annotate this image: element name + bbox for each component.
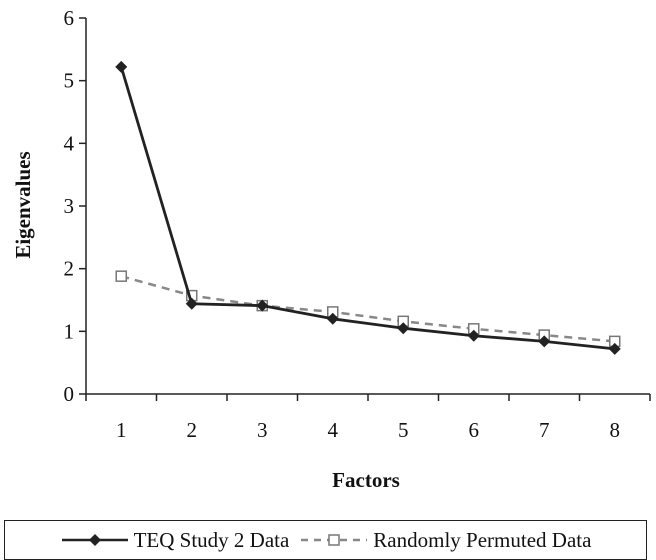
data-point-teq — [608, 342, 621, 355]
y-axis-title: Eigenvalues — [11, 151, 35, 258]
x-tick-label: 7 — [539, 418, 550, 442]
y-tick-label: 4 — [64, 131, 75, 155]
legend-entry-random: Randomly Permuted Data — [299, 528, 591, 553]
data-point-teq — [467, 329, 480, 342]
legend-swatch-dashed-square — [301, 534, 368, 546]
data-point-teq — [326, 312, 339, 325]
y-tick-label: 6 — [64, 6, 75, 30]
y-tick-label: 1 — [64, 319, 75, 343]
legend-entry-teq: TEQ Study 2 Data — [60, 527, 290, 553]
legend-label-random: Randomly Permuted Data — [373, 527, 592, 552]
x-tick-label: 5 — [398, 418, 409, 442]
tick-labels: 0 1 2 3 4 5 6 1 2 3 4 5 6 7 8 — [64, 6, 621, 442]
y-tick-label: 2 — [64, 257, 75, 281]
y-tick-label: 5 — [64, 69, 75, 93]
scree-plot: 0 1 2 3 4 5 6 1 2 3 4 5 6 7 8 Eigenvalues Factors — [11, 6, 651, 492]
x-tick-label: 1 — [116, 418, 127, 442]
x-axis-title: Factors — [332, 468, 400, 492]
data-point-teq — [397, 322, 410, 335]
data-point-teq — [256, 299, 269, 312]
x-tick-label: 6 — [469, 418, 480, 442]
data-point-teq — [115, 60, 128, 73]
x-tick-label: 2 — [187, 418, 198, 442]
x-tick-label: 4 — [328, 418, 339, 442]
data-point-teq — [185, 297, 198, 310]
y-tick-label: 3 — [64, 194, 75, 218]
legend: TEQ Study 2 Data Randomly Permuted Data — [4, 520, 647, 560]
legend-swatch-solid-diamond — [61, 534, 128, 546]
x-tick-label: 8 — [610, 418, 621, 442]
legend-label-teq: TEQ Study 2 Data — [133, 527, 290, 552]
series-line-random — [120, 274, 615, 343]
data-point-random — [115, 270, 127, 282]
data-series — [115, 60, 621, 355]
y-tick-label: 0 — [64, 382, 75, 406]
data-point-teq — [538, 335, 551, 348]
x-tick-label: 3 — [257, 418, 268, 442]
axes — [79, 17, 651, 401]
series-line-teq — [119, 66, 615, 351]
